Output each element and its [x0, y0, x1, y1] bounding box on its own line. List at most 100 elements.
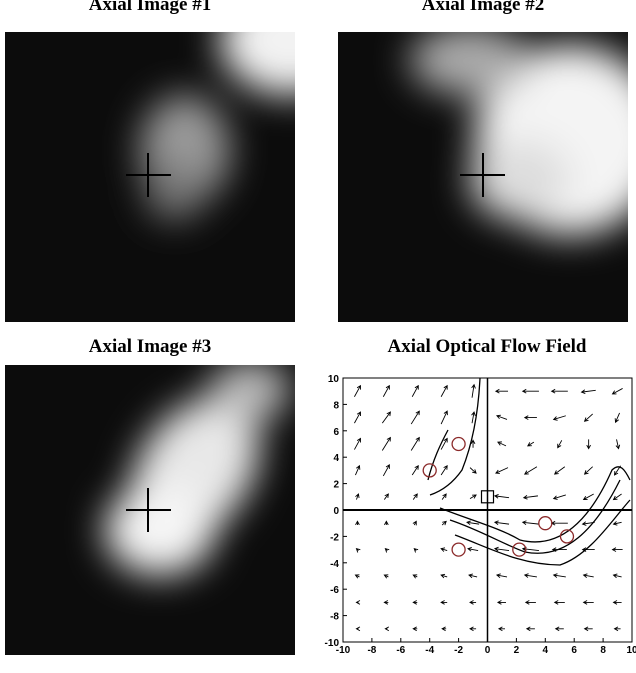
flow-arrow: [498, 442, 506, 446]
flow-arrow: [612, 388, 622, 394]
flow-arrow: [411, 411, 419, 424]
flow-arrow: [413, 521, 416, 525]
flow-arrow: [354, 386, 360, 397]
flow-arrow: [526, 600, 536, 604]
image: [5, 360, 295, 655]
flow-arrow: [497, 574, 507, 578]
flow-arrow: [384, 600, 388, 604]
flow-arrow: [555, 600, 565, 604]
flow-arrow: [412, 466, 418, 475]
flow-arrow: [356, 600, 360, 604]
flow-arrow: [356, 521, 360, 525]
flow-arrow: [523, 521, 539, 525]
y-tick-label: -10: [325, 638, 340, 649]
x-tick-label: 8: [600, 645, 606, 656]
flow-arrow: [614, 521, 622, 525]
flow-arrow: [554, 416, 566, 421]
flow-arrow: [498, 600, 506, 604]
flow-arrow: [525, 416, 537, 420]
y-tick-label: 0: [333, 506, 339, 517]
flow-arrow: [495, 521, 509, 525]
flow-arrow: [584, 574, 594, 578]
y-tick-label: 6: [333, 427, 339, 438]
flow-arrow: [470, 627, 476, 631]
y-tick-label: -6: [330, 585, 339, 596]
x-tick-label: 2: [514, 645, 520, 656]
flow-arrow: [382, 412, 390, 423]
flow-arrow: [585, 627, 593, 631]
flow-arrow: [554, 495, 566, 500]
y-tick-label: -8: [330, 612, 339, 623]
flow-arrow: [497, 415, 507, 419]
flow-arrow: [442, 627, 446, 631]
flow-arrow: [584, 494, 594, 500]
flow-arrow: [524, 495, 538, 499]
flow-arrow: [495, 547, 509, 551]
flow-arrow: [412, 386, 418, 397]
flow-arrow: [587, 439, 591, 448]
flow-arrow: [355, 494, 359, 500]
flow-arrow: [356, 549, 360, 553]
flow-arrow: [355, 466, 359, 475]
flow-arrow: [472, 385, 476, 398]
panel-title: Axial Image #1: [89, 0, 211, 15]
flow-arrow: [614, 494, 622, 500]
flow-arrow: [470, 468, 476, 474]
flow-arrow: [582, 390, 596, 394]
flow-arrow: [495, 494, 509, 498]
flow-arrow: [441, 548, 447, 552]
image: [5, 0, 360, 322]
y-tick-label: -4: [330, 559, 339, 570]
image: [338, 25, 636, 322]
x-tick-label: 0: [485, 645, 491, 656]
flow-arrow: [384, 575, 388, 578]
panel-title: Axial Image #3: [89, 336, 211, 357]
panel-title: Axial Image #2: [422, 0, 544, 15]
flow-arrow: [555, 467, 565, 474]
marker-circle: [452, 543, 465, 556]
flow-arrow: [414, 549, 418, 553]
x-tick-label: -6: [396, 645, 405, 656]
flow-arrow: [442, 494, 446, 500]
flow-arrow: [442, 521, 446, 525]
x-tick-label: 10: [626, 645, 636, 656]
flow-arrow: [384, 521, 388, 525]
flow-arrow: [614, 600, 622, 604]
flow-arrow: [468, 547, 478, 551]
flow-arrow: [525, 467, 537, 474]
flow-arrow: [552, 389, 568, 393]
flow-arrow: [552, 521, 568, 525]
y-tick-label: -2: [330, 532, 339, 543]
x-tick-label: 4: [543, 645, 549, 656]
flow-arrow: [615, 413, 619, 422]
x-tick-label: -2: [454, 645, 463, 656]
flow-arrow: [441, 386, 447, 397]
x-tick-label: -8: [367, 645, 376, 656]
flow-arrow: [615, 627, 621, 631]
flow-arrow: [470, 600, 476, 604]
marker-circle: [452, 438, 465, 451]
flow-arrow: [354, 438, 360, 449]
flow-arrow: [558, 440, 562, 447]
flow-arrow: [583, 548, 595, 552]
y-tick-label: 8: [333, 400, 339, 411]
flow-arrow: [384, 494, 388, 500]
flow-arrow: [441, 600, 447, 604]
flow-arrow: [385, 627, 389, 631]
flow-arrow: [413, 494, 417, 500]
flow-arrow: [585, 414, 593, 421]
chart-title: Axial Optical Flow Field: [388, 336, 587, 357]
flow-arrow: [612, 548, 622, 552]
figure: Axial Image #1 Axial Image #2 Axial Imag…: [0, 0, 636, 668]
flow-arrow: [441, 438, 447, 449]
y-tick-label: 10: [328, 374, 340, 385]
flow-arrow: [383, 465, 389, 476]
flow-arrow: [556, 627, 564, 631]
y-tick-label: 4: [333, 453, 339, 464]
flow-arrow: [356, 627, 360, 631]
flow-arrow: [411, 438, 419, 451]
flow-arrow: [355, 575, 359, 578]
flow-arrow: [469, 574, 477, 578]
flow-arrow: [441, 411, 447, 424]
flow-arrow: [616, 439, 620, 448]
